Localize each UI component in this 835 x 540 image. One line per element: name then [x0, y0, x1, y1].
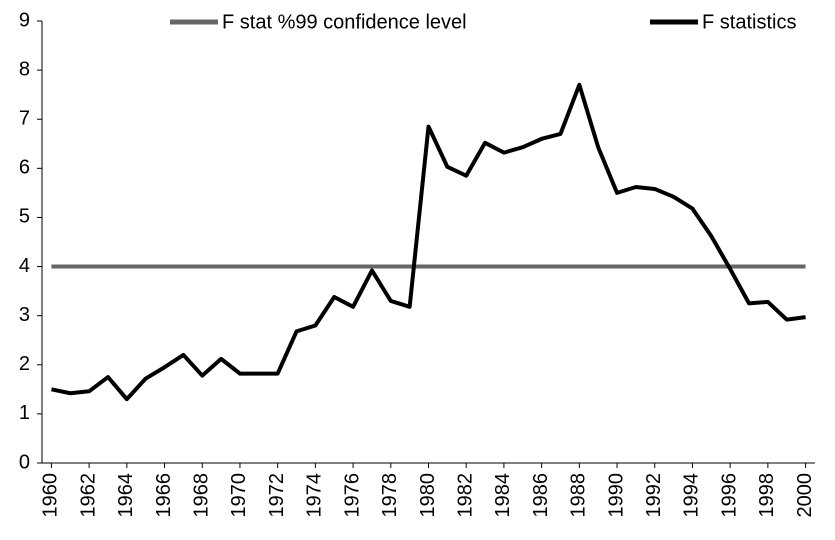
- legend-label: F stat %99 confidence level: [222, 11, 467, 33]
- y-tick-label: 2: [19, 353, 30, 375]
- legend-bg: [166, 9, 556, 33]
- y-tick-label: 0: [19, 451, 30, 473]
- x-tick-label: 1992: [643, 473, 665, 518]
- x-tick-label: 1964: [115, 473, 137, 518]
- x-tick-label: 1994: [681, 473, 703, 518]
- x-tick-label: 1990: [605, 473, 627, 518]
- y-tick-label: 7: [19, 108, 30, 130]
- y-tick-label: 1: [19, 402, 30, 424]
- y-tick-label: 8: [19, 58, 30, 80]
- y-tick-label: 6: [19, 157, 30, 179]
- x-tick-label: 1982: [454, 473, 476, 518]
- x-tick-label: 1980: [417, 473, 439, 518]
- x-tick-label: 1996: [718, 473, 740, 518]
- y-tick-label: 3: [19, 304, 30, 326]
- x-tick-label: 1972: [266, 473, 288, 518]
- x-tick-label: 1970: [228, 473, 250, 518]
- x-tick-label: 1976: [341, 473, 363, 518]
- legend-label: F statistics: [702, 11, 796, 33]
- x-tick-label: 1984: [492, 473, 514, 517]
- x-tick-label: 1968: [191, 473, 213, 518]
- x-tick-label: 1966: [153, 473, 175, 518]
- y-tick-label: 5: [19, 206, 30, 228]
- x-tick-label: 1998: [756, 473, 778, 518]
- x-tick-label: 1978: [379, 473, 401, 518]
- x-tick-label: 1986: [530, 473, 552, 518]
- x-tick-label: 1988: [568, 473, 590, 518]
- y-tick-label: 9: [19, 9, 30, 31]
- x-tick-label: 1962: [77, 473, 99, 518]
- x-tick-label: 1960: [40, 473, 62, 518]
- x-tick-label: 1974: [304, 473, 326, 518]
- x-tick-label: 2000: [794, 473, 816, 518]
- series-line: [51, 82, 806, 402]
- y-tick-label: 4: [19, 255, 30, 277]
